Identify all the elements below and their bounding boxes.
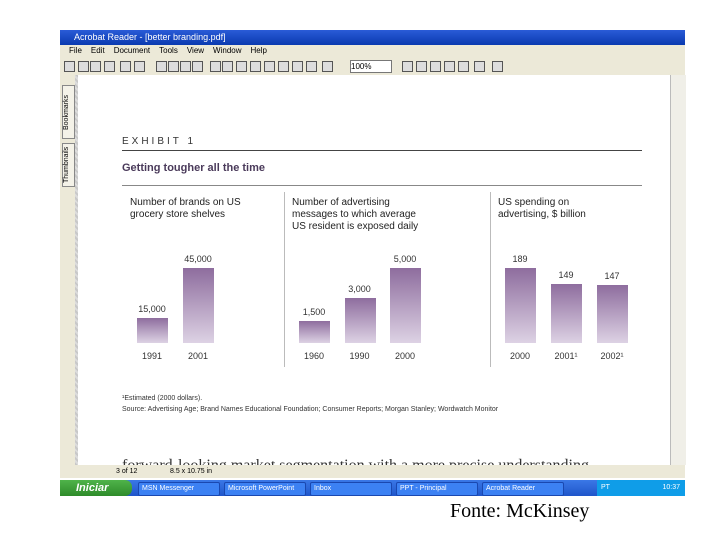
tool-icon[interactable] [264,61,275,72]
tool-icon[interactable] [168,61,179,72]
toolbar: 100% [60,57,685,76]
chart-title: Number of brands on US grocery store she… [130,197,241,220]
tool-icon[interactable] [416,61,427,72]
body-text: forward-looking market segmentation with… [122,457,589,465]
page-size: 8.5 x 10.75 in [170,468,213,475]
window-title: Acrobat Reader - [better branding.pdf] [74,32,226,42]
bar [551,283,582,343]
tool-icon[interactable] [322,61,333,72]
tool-icon[interactable] [236,61,247,72]
bar [597,284,628,343]
category-label: 2002¹ [600,351,624,361]
tool-icon[interactable] [192,61,203,72]
category-label: 2000 [509,351,531,361]
exhibit-label: EXHIBIT 1 [122,136,197,147]
task-button[interactable]: Microsoft PowerPoint [224,482,306,496]
footnote: ¹Estimated (2000 dollars). [122,395,203,402]
task-button[interactable]: Acrobat Reader [482,482,564,496]
menu-item[interactable]: Tools [159,46,178,55]
tool-icon[interactable] [444,61,455,72]
chart-title: Number of advertising messages to which … [292,197,419,232]
divider [284,192,285,367]
rule [122,185,642,186]
tool-icon[interactable] [458,61,469,72]
status-bar: 3 of 12 8.5 x 10.75 in [60,465,685,478]
zoom-box[interactable]: 100% [350,60,392,73]
menu-item[interactable]: View [186,46,205,55]
category-label: 2000 [394,351,416,361]
value-label: 147 [604,270,620,281]
value-label: 1,500 [302,306,326,317]
language: PT [601,484,610,491]
bar [344,298,376,343]
scrollbar[interactable] [670,75,686,465]
task-button[interactable]: Inbox [310,482,392,496]
bar [505,268,536,343]
tool-icon[interactable] [64,61,75,72]
tool-icon[interactable] [306,61,317,72]
page: EXHIBIT 1 Getting tougher all the time ¹Es… [78,75,670,465]
bar [390,268,421,343]
task-button[interactable]: MSN Messenger [138,482,220,496]
caption: Fonte: McKinsey [450,500,590,522]
category-label: 2001¹ [554,351,578,361]
menu-item[interactable]: Document [113,46,151,55]
bar [183,268,214,343]
category-label: 2001 [187,351,209,361]
value-label: 189 [512,254,528,264]
clock: 10:37 [662,484,680,491]
category-label: 1991 [141,351,163,361]
menu-item[interactable]: Window [213,46,242,55]
tool-icon[interactable] [492,61,503,72]
menu-item[interactable]: Help [250,46,267,55]
taskbar: Iniciar PT 10:37 MSN Messenger Microsoft … [60,480,685,496]
side-tab[interactable]: Bookmarks [62,85,75,139]
tool-icon[interactable] [292,61,303,72]
value-label: 3,000 [348,284,371,294]
value-label: 5,000 [393,254,417,264]
tool-icon[interactable] [474,61,485,72]
tool-icon[interactable] [90,61,101,72]
tool-icon[interactable] [430,61,441,72]
tool-icon[interactable] [278,61,289,72]
bar [137,318,168,343]
tool-icon[interactable] [78,61,89,72]
document-area: EXHIBIT 1 Getting tougher all the time ¹Es… [75,75,670,465]
menu-item[interactable]: File [69,46,82,55]
tool-icon[interactable] [180,61,191,72]
value-label: 45,000 [184,254,212,264]
value-label: 149 [558,269,574,280]
title-bar: Acrobat Reader - [better branding.pdf] [60,30,685,45]
tool-icon[interactable] [134,61,145,72]
rule [122,150,642,151]
tool-icon[interactable] [210,61,221,72]
task-button[interactable]: PPT - Principal [396,482,478,496]
tool-icon[interactable] [104,61,115,72]
tool-icon[interactable] [250,61,261,72]
side-tabs: Bookmarks Thumbnails [60,75,75,465]
category-label: 1990 [349,351,370,361]
tool-icon[interactable] [156,61,167,72]
tool-icon[interactable] [120,61,131,72]
tool-icon[interactable] [402,61,413,72]
menu-bar: File Edit Document Tools View Window Help [60,45,685,57]
page-number: 3 of 12 [116,468,138,475]
value-label: 15,000 [138,304,166,314]
source: Source: Advertising Age; Brand Names Edu… [122,406,499,413]
chart-title: US spending on advertising, $ billion [498,197,586,220]
divider [490,192,491,367]
side-tab[interactable]: Thumbnails [62,143,75,187]
tray: PT 10:37 [597,480,685,496]
menu-item[interactable]: Edit [90,46,105,55]
bar [299,320,330,343]
tool-icon[interactable] [222,61,233,72]
headline: Getting tougher all the time [122,162,266,174]
start-button[interactable]: Iniciar [60,480,132,496]
category-label: 1960 [303,351,325,361]
